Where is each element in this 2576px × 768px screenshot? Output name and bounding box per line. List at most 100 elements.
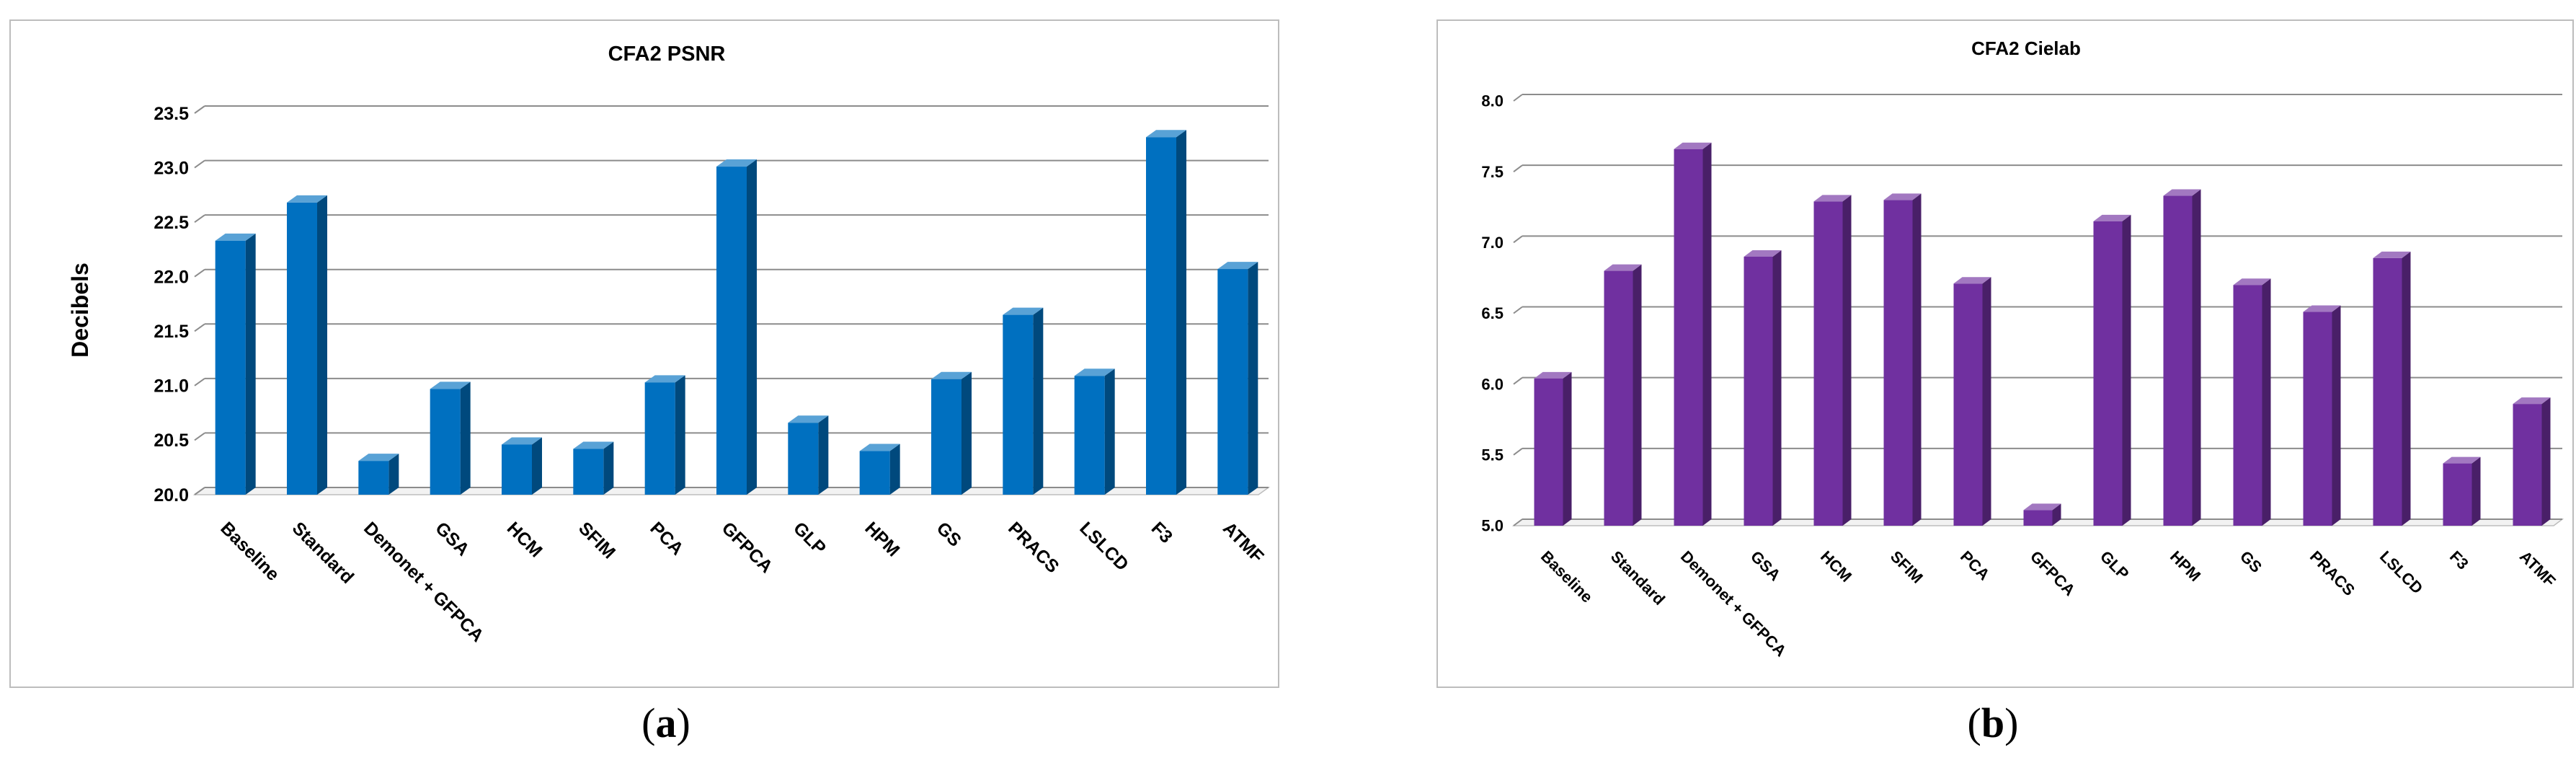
bar-side bbox=[388, 454, 399, 495]
bar-side bbox=[1033, 307, 1044, 495]
bar-front bbox=[859, 451, 890, 495]
bar-top bbox=[2513, 397, 2551, 405]
caption-close-paren: ) bbox=[677, 699, 690, 746]
y-tick-label: 20.5 bbox=[154, 431, 189, 451]
bar bbox=[1674, 142, 1712, 526]
bar-top bbox=[215, 233, 256, 241]
bar bbox=[1744, 250, 1782, 526]
y-tick-label: 23.0 bbox=[154, 158, 189, 178]
bar bbox=[215, 233, 256, 495]
bar-front bbox=[1003, 314, 1034, 495]
bar-front bbox=[788, 423, 819, 495]
chart-title: CFA2 PSNR bbox=[608, 43, 726, 66]
bar-side bbox=[1912, 193, 1922, 526]
bar-front bbox=[502, 444, 532, 495]
bar bbox=[1813, 195, 1852, 526]
bar-top bbox=[1604, 264, 1642, 271]
bar-front bbox=[2163, 195, 2193, 526]
y-axis-label: Decibels bbox=[67, 262, 93, 358]
bar-top bbox=[1146, 130, 1186, 138]
bar bbox=[573, 441, 614, 495]
bar-top bbox=[716, 159, 757, 167]
bar bbox=[2303, 305, 2341, 526]
gridline bbox=[1513, 94, 1523, 102]
bar-top bbox=[788, 415, 829, 423]
bar-front bbox=[2513, 404, 2542, 526]
bar-top bbox=[2093, 214, 2131, 221]
bar-top bbox=[502, 437, 542, 445]
bar-top bbox=[2303, 305, 2341, 312]
y-tick-label: 8.0 bbox=[1481, 92, 1504, 110]
bar-front bbox=[1953, 283, 1983, 526]
bar-front bbox=[2093, 221, 2123, 526]
gridline bbox=[1513, 376, 1523, 385]
bar bbox=[1534, 371, 1572, 526]
gridline bbox=[194, 323, 205, 332]
bar-top bbox=[2163, 189, 2201, 196]
bar-side bbox=[1248, 262, 1258, 495]
bar-front bbox=[1813, 201, 1843, 526]
bar-side bbox=[1104, 368, 1115, 495]
bar-front bbox=[2303, 312, 2332, 526]
bar-front bbox=[2443, 463, 2472, 526]
bar-front bbox=[430, 389, 461, 495]
bar-top bbox=[644, 375, 685, 383]
bar-top bbox=[1674, 142, 1712, 149]
gridline bbox=[1513, 518, 1523, 526]
gridline bbox=[194, 214, 205, 223]
y-tick-label: 20.0 bbox=[154, 485, 189, 506]
bar bbox=[2233, 278, 2271, 526]
y-tick-label: 22.0 bbox=[154, 267, 189, 287]
bar-side bbox=[460, 381, 471, 495]
y-tick-label: 21.5 bbox=[154, 322, 189, 342]
bar-top bbox=[1003, 307, 1044, 315]
gridline bbox=[1513, 235, 1523, 244]
bar bbox=[2093, 214, 2131, 526]
panel-caption-a: (a) bbox=[641, 699, 690, 746]
bar-top bbox=[1813, 195, 1852, 202]
bar-side bbox=[1772, 250, 1782, 526]
y-tick-label: 7.0 bbox=[1481, 234, 1504, 252]
bar-top bbox=[859, 443, 900, 451]
bar bbox=[1604, 264, 1642, 526]
bar-side bbox=[2402, 251, 2411, 526]
bar-top bbox=[1883, 193, 1922, 200]
bar-front bbox=[1674, 149, 1703, 526]
bar-side bbox=[2471, 456, 2481, 526]
bar-front bbox=[2233, 285, 2262, 526]
panel-caption-b: (b) bbox=[1968, 699, 2019, 746]
bar bbox=[2513, 397, 2551, 526]
bar bbox=[2373, 251, 2411, 526]
gridline bbox=[1513, 164, 1523, 172]
gridline bbox=[1513, 448, 1523, 456]
bar-top bbox=[358, 454, 399, 462]
y-tick-label: 21.0 bbox=[154, 376, 189, 397]
bar-side bbox=[889, 443, 900, 495]
bar-front bbox=[573, 449, 604, 495]
bar bbox=[2443, 456, 2481, 526]
bar bbox=[1883, 193, 1922, 526]
y-tick-label: 6.0 bbox=[1481, 375, 1504, 393]
bar-front bbox=[1217, 269, 1248, 495]
gridline bbox=[194, 159, 205, 169]
gridline bbox=[194, 378, 205, 387]
bar-side bbox=[1702, 142, 1712, 526]
gridline bbox=[194, 487, 205, 495]
bar-side bbox=[1176, 130, 1186, 495]
bar bbox=[644, 375, 685, 495]
bar bbox=[1217, 262, 1258, 495]
bar-top bbox=[573, 441, 614, 449]
bar-front bbox=[2373, 257, 2402, 526]
bar-side bbox=[818, 415, 829, 495]
bar-side bbox=[675, 375, 685, 495]
bar-top bbox=[1074, 368, 1115, 376]
caption-letter: b bbox=[1981, 699, 2004, 746]
bar-top bbox=[2023, 503, 2061, 511]
bar-side bbox=[2192, 189, 2201, 526]
bar-top bbox=[430, 381, 471, 389]
bar-front bbox=[931, 379, 961, 495]
bar-side bbox=[2052, 503, 2061, 526]
bar-front bbox=[358, 461, 389, 495]
bar bbox=[859, 443, 900, 495]
bar-side bbox=[2122, 214, 2131, 526]
